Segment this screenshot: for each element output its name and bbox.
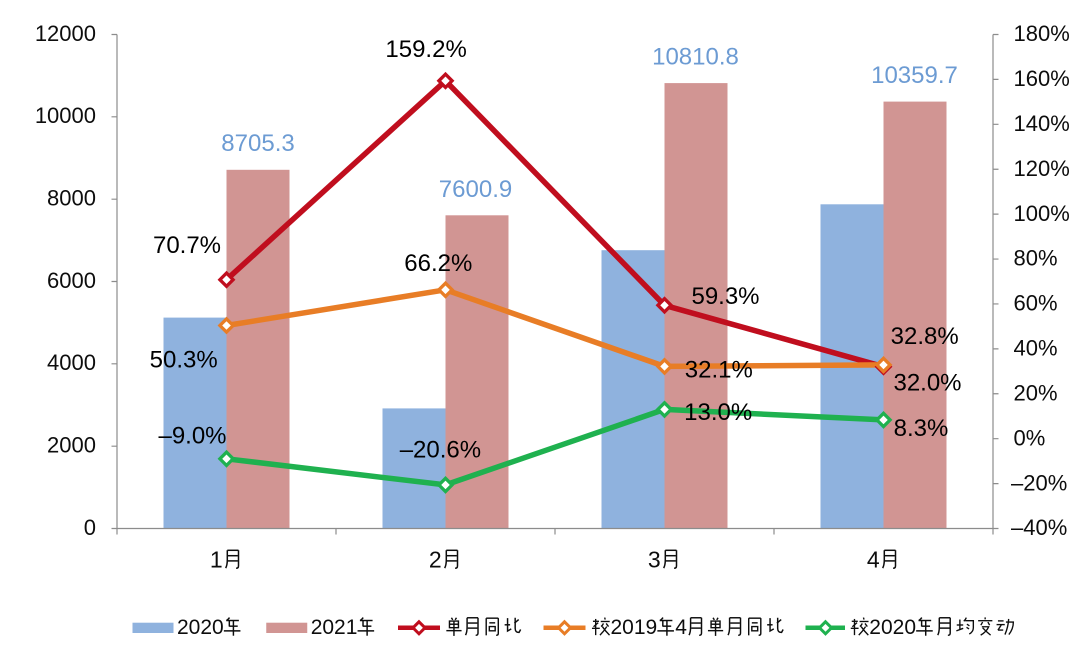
svg-text:2020: 2020: [869, 616, 916, 639]
svg-text:160%: 160%: [1014, 66, 1070, 91]
svg-text:10810.8: 10810.8: [652, 43, 739, 70]
svg-text:1: 1: [210, 547, 223, 573]
svg-text:40%: 40%: [1014, 336, 1058, 361]
svg-text:159.2%: 159.2%: [385, 36, 466, 63]
svg-text:32.8%: 32.8%: [891, 323, 959, 350]
svg-text:2000: 2000: [47, 433, 96, 458]
svg-text:0%: 0%: [1014, 425, 1046, 450]
svg-text:4: 4: [867, 547, 880, 573]
svg-text:10359.7: 10359.7: [871, 62, 958, 89]
svg-text:–9.0%: –9.0%: [158, 423, 226, 450]
svg-text:–20.6%: –20.6%: [400, 436, 481, 463]
svg-text:8000: 8000: [47, 186, 96, 211]
svg-text:70.7%: 70.7%: [153, 232, 221, 259]
svg-text:2020: 2020: [177, 616, 224, 639]
svg-text:32.1%: 32.1%: [685, 356, 753, 383]
svg-text:7600.9: 7600.9: [439, 176, 512, 203]
svg-text:59.3%: 59.3%: [691, 283, 759, 310]
svg-text:120%: 120%: [1014, 156, 1070, 181]
svg-text:0: 0: [84, 515, 96, 540]
svg-text:4000: 4000: [47, 350, 96, 375]
svg-text:6000: 6000: [47, 268, 96, 293]
svg-text:8705.3: 8705.3: [221, 130, 294, 157]
svg-text:180%: 180%: [1014, 21, 1070, 46]
svg-text:32.0%: 32.0%: [893, 369, 961, 396]
svg-text:50.3%: 50.3%: [150, 347, 218, 374]
svg-text:60%: 60%: [1014, 291, 1058, 316]
svg-text:8.3%: 8.3%: [894, 415, 949, 442]
svg-text:20%: 20%: [1014, 381, 1058, 406]
svg-text:10000: 10000: [35, 103, 96, 128]
svg-text:66.2%: 66.2%: [404, 250, 472, 277]
svg-text:100%: 100%: [1014, 201, 1070, 226]
svg-text:3: 3: [648, 547, 661, 573]
svg-text:4: 4: [675, 616, 687, 639]
svg-text:–40%: –40%: [1011, 515, 1067, 540]
svg-text:12000: 12000: [35, 21, 96, 46]
svg-text:–20%: –20%: [1011, 470, 1067, 495]
svg-text:140%: 140%: [1014, 111, 1070, 136]
svg-text:2021: 2021: [311, 616, 358, 639]
svg-text:80%: 80%: [1014, 246, 1058, 271]
svg-text:13.0%: 13.0%: [684, 399, 752, 426]
svg-text:2: 2: [429, 547, 442, 573]
svg-text:2019: 2019: [611, 616, 658, 639]
